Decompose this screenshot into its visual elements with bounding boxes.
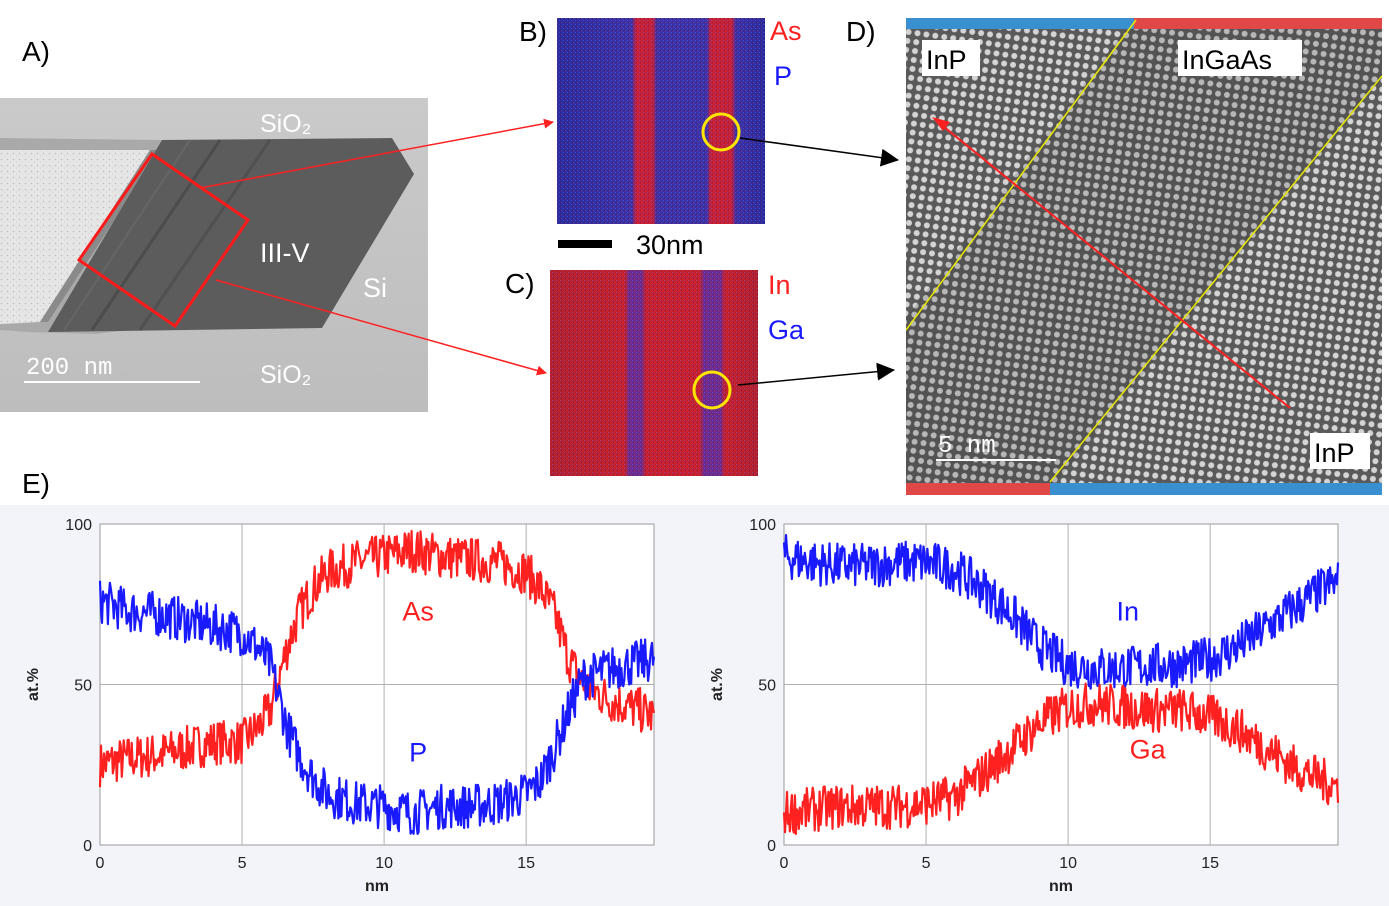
arrow-c-to-d [737, 362, 895, 386]
interface-line [1049, 75, 1382, 483]
x-tick-label: 0 [780, 855, 789, 872]
label-si: Si [363, 273, 387, 303]
label-inp-right: InP [1314, 438, 1355, 468]
y-tick-label: 50 [758, 678, 776, 695]
interface-line [906, 19, 1137, 331]
x-tick-label: 10 [1059, 855, 1077, 872]
label-iii-v: III-V [260, 238, 310, 268]
panel-b-eds-map [557, 18, 765, 224]
eds-label-ga: Ga [768, 315, 805, 345]
label-bg [1178, 40, 1302, 76]
y-axis-label: at.% [25, 668, 42, 701]
label-bg [922, 40, 980, 76]
eds-label-as: As [770, 16, 802, 46]
x-tick-label: 5 [238, 855, 247, 872]
scalebar-30nm [558, 240, 612, 248]
eds-label-p: P [774, 61, 793, 91]
x-tick-label: 10 [375, 855, 393, 872]
x-tick-label: 5 [922, 855, 931, 872]
panel-a-tem-image: 200 nm SiO₂ III-V Si SiO₂ [0, 98, 428, 412]
label-bg [1310, 433, 1370, 469]
y-tick-label: 0 [767, 838, 776, 855]
y-tick-label: 100 [749, 517, 776, 534]
region-box-red [76, 151, 251, 329]
chart-as-p-profile: 0 5 10 15 0 50 100 nm at.% As P [25, 517, 656, 895]
profile-arrow-head [932, 117, 950, 131]
panel-label-c: C) [505, 268, 535, 299]
panel-d-hrtem-image: InP InGaAs InP 5 nm [906, 18, 1382, 495]
region-circle-yellow [692, 370, 732, 410]
panel-label-a: A) [22, 36, 50, 67]
y-tick-label: 50 [74, 678, 92, 695]
series-line-as [98, 529, 656, 788]
eds-label-in: In [768, 270, 791, 300]
x-tick-label: 15 [517, 855, 535, 872]
series-label-in: In [1116, 596, 1139, 626]
series-line-in [782, 534, 1340, 691]
x-tick-label: 15 [1201, 855, 1219, 872]
scalebar-label: 200 nm [26, 355, 112, 382]
y-tick-label: 0 [83, 838, 92, 855]
scalebar-5nm-label: 5 nm [938, 433, 996, 460]
y-axis-label: at.% [709, 668, 726, 701]
strip-red-top [1134, 18, 1382, 29]
y-tick-label: 100 [65, 517, 92, 534]
panel-label-d: D) [846, 16, 876, 47]
label-inp-left: InP [926, 45, 967, 75]
series-label-p: P [409, 738, 427, 768]
series-label-as: As [402, 596, 434, 626]
label-sio2-bottom: SiO₂ [260, 361, 311, 389]
scalebar-30nm-label: 30nm [636, 230, 704, 260]
panel-label-b: B) [519, 16, 547, 47]
label-ingaas: InGaAs [1182, 45, 1272, 75]
strip-red-bottom [906, 483, 1050, 495]
chart-in-ga-profile: 0 5 10 15 0 50 100 nm at.% In Ga [709, 517, 1340, 895]
profile-arrow [937, 121, 1291, 409]
x-tick-label: 0 [96, 855, 105, 872]
label-sio2-top: SiO₂ [260, 110, 311, 138]
x-axis-label: nm [365, 878, 389, 895]
panel-label-e: E) [22, 468, 50, 499]
series-line-p [98, 580, 656, 835]
strip-blue-bottom [1050, 483, 1382, 495]
panel-c-eds-map [550, 270, 758, 476]
series-line-ga [782, 682, 1340, 835]
region-circle-yellow [701, 112, 741, 152]
series-label-ga: Ga [1130, 734, 1167, 764]
x-axis-label: nm [1049, 878, 1073, 895]
strip-blue-top [906, 18, 1134, 29]
